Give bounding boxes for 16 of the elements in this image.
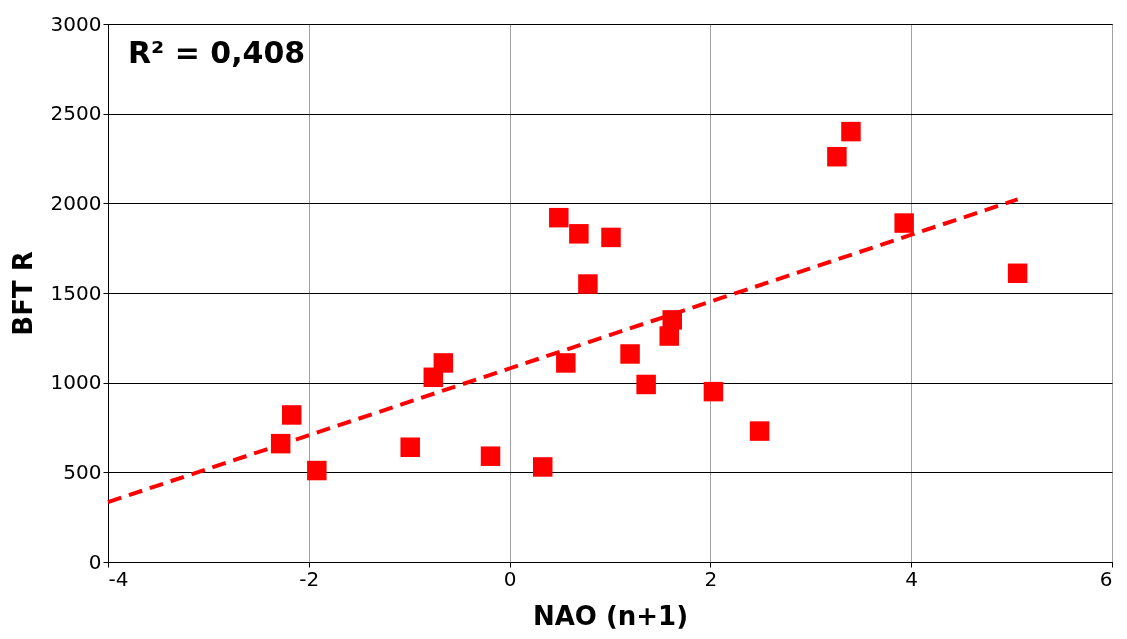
y-tick-label: 1000: [50, 370, 102, 395]
annotation: R² = 0,408: [128, 35, 306, 70]
x-axis-title: NAO (n+1): [532, 600, 689, 631]
x-tick-label: 0: [503, 566, 517, 591]
y-tick-label: 500: [63, 459, 102, 484]
y-tick-label: 2000: [50, 190, 102, 215]
x-tick-label: 6: [1099, 566, 1113, 591]
x-tick-label: -4: [108, 566, 129, 591]
y-tick-label: 2500: [50, 101, 102, 126]
y-tick-label: 0: [88, 549, 102, 574]
x-tick-label: -2: [299, 566, 320, 591]
x-tick-label: 2: [704, 566, 718, 591]
y-tick-label: 1500: [50, 280, 102, 305]
x-tick-label: 4: [905, 566, 919, 591]
y-axis-title: BFT R: [7, 251, 38, 336]
y-tick-label: 3000: [50, 11, 102, 36]
